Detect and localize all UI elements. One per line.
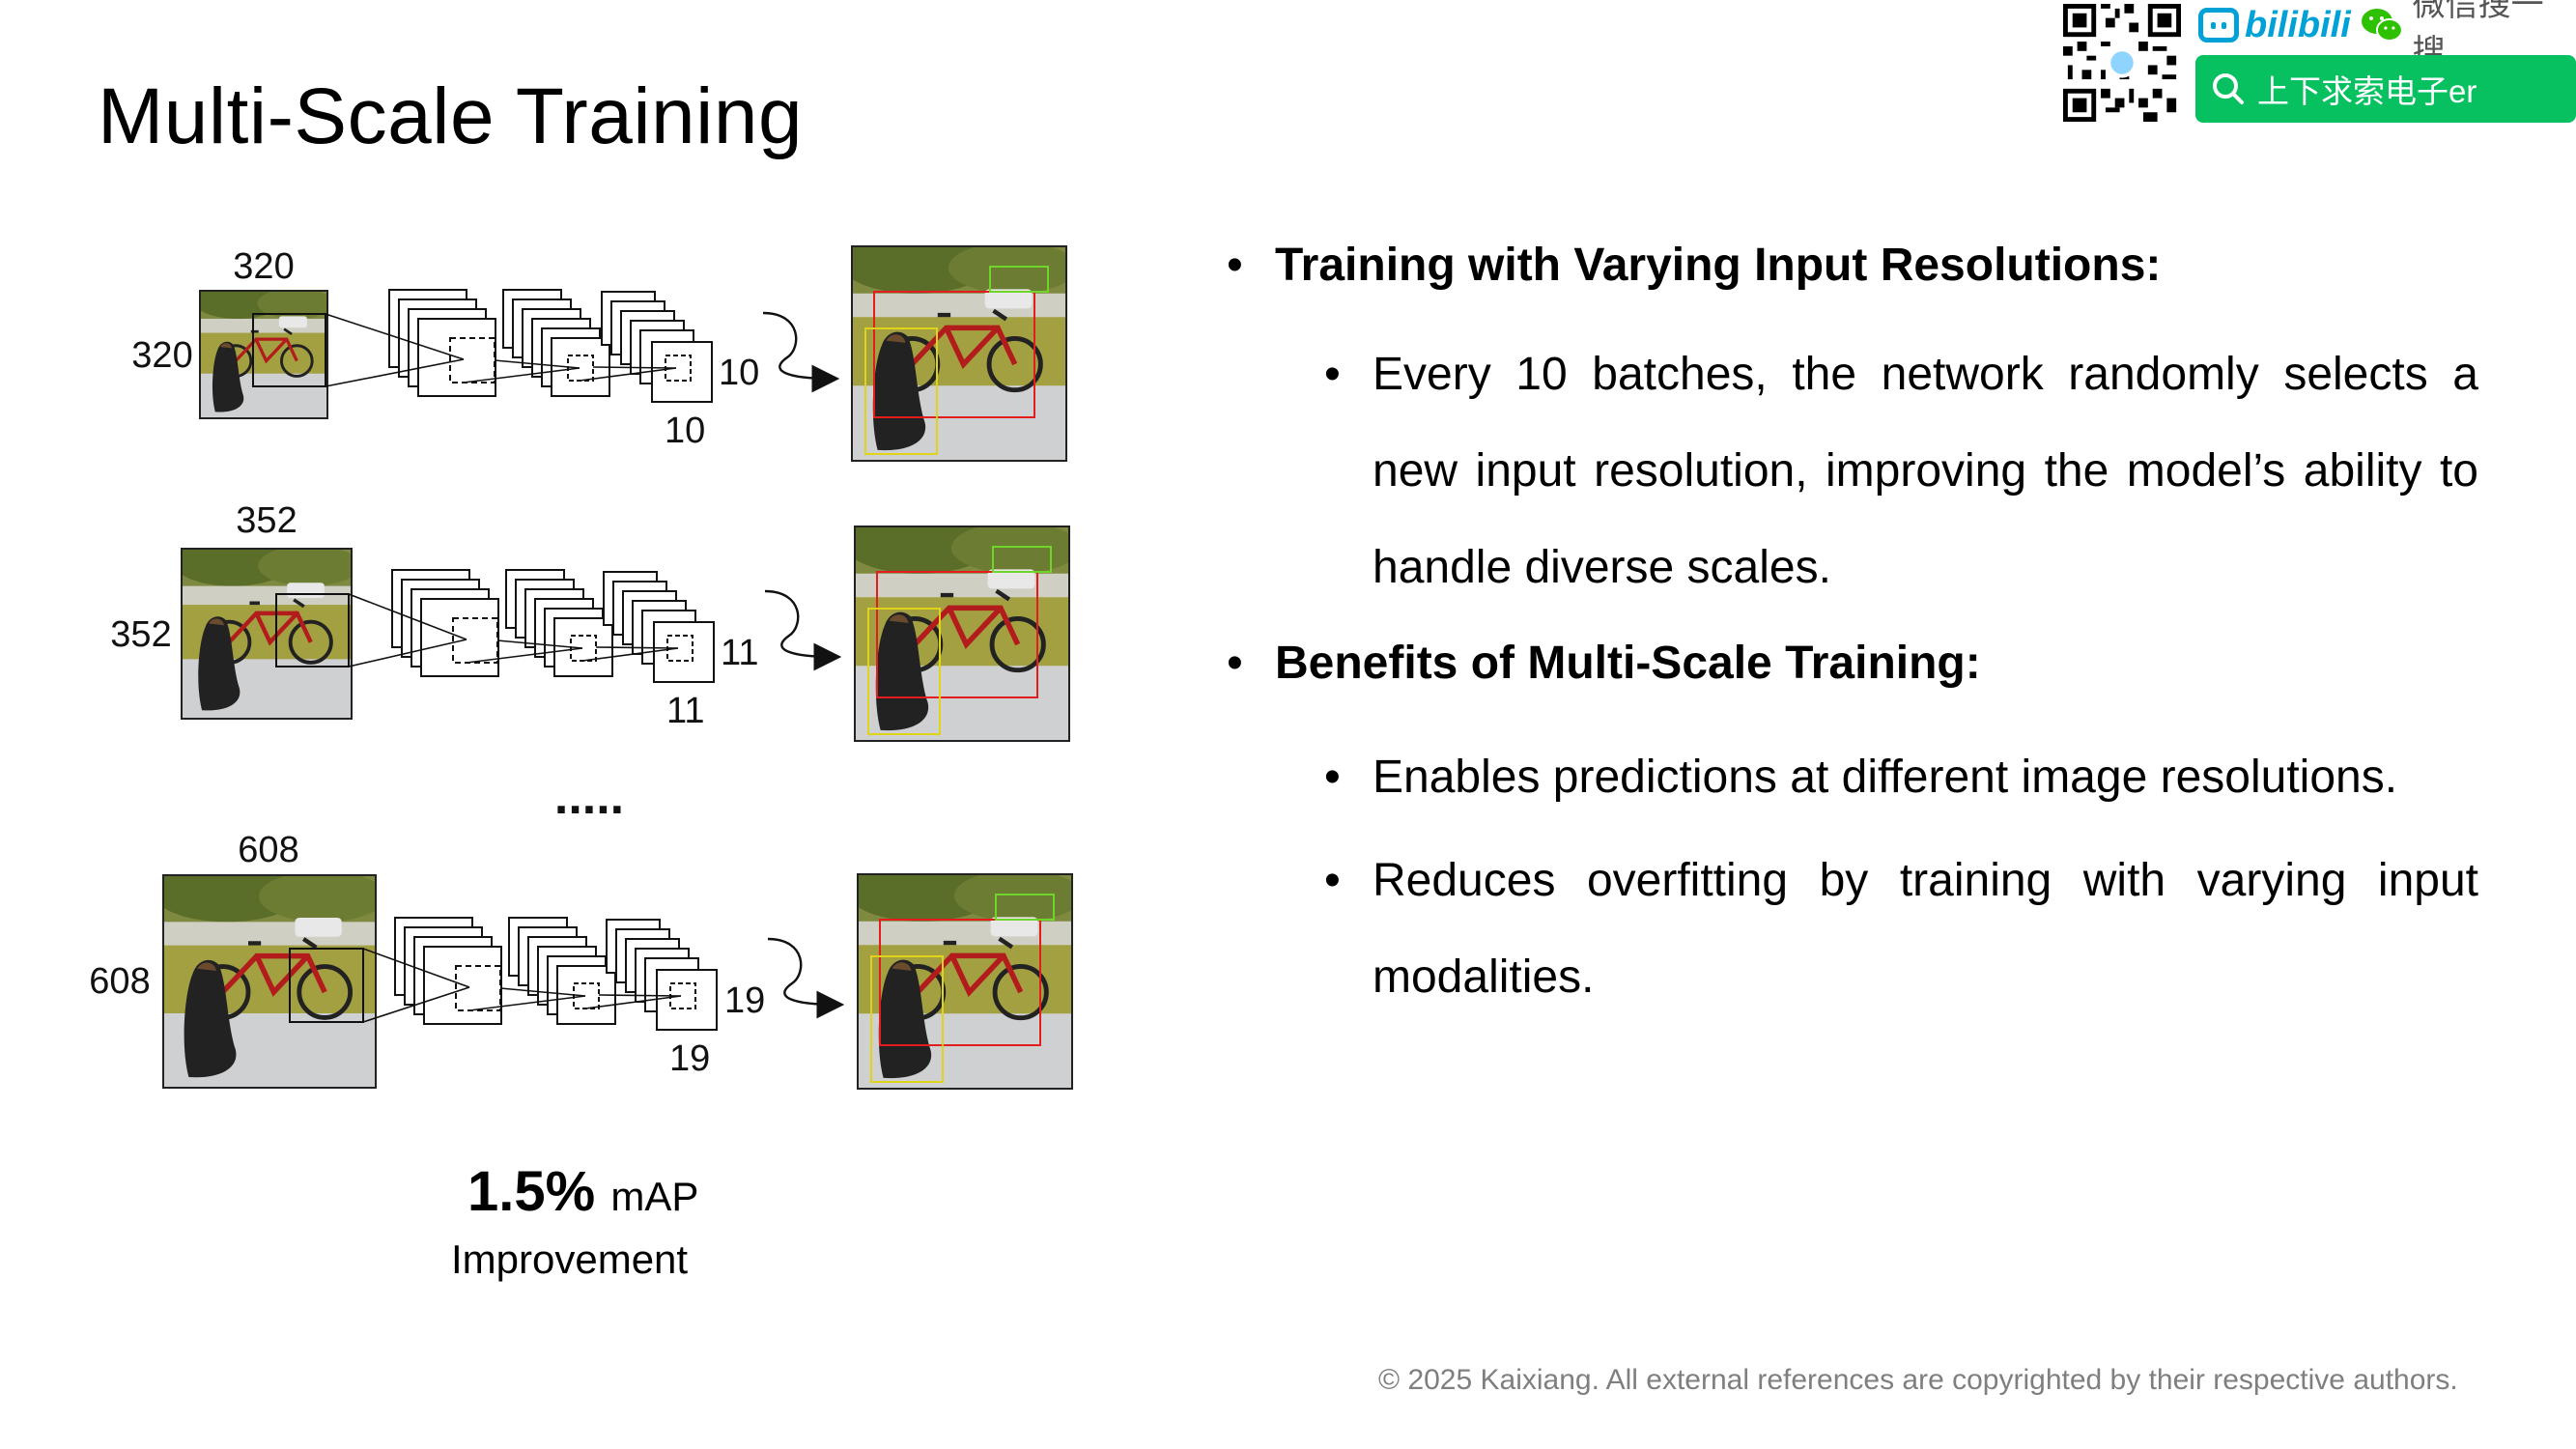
bilibili-tv-icon (2198, 8, 2239, 43)
row-352-side-label: 352 (110, 614, 171, 655)
wechat-search-box: 上下求索电子er (2195, 55, 2576, 123)
result-percent: 1.5% (467, 1160, 596, 1223)
row-352-grid-bottom: 11 (666, 691, 704, 731)
bullet-item-random-resolution: Every 10 batches, the network randomly s… (1324, 327, 2478, 616)
row-320-top-label: 320 (233, 246, 294, 287)
search-icon (2213, 73, 2244, 104)
row-352-grid-side: 11 (721, 633, 758, 673)
row-608: 608 608 19 19 (89, 830, 1073, 1090)
row-320: 320 320 10 10 (131, 245, 1067, 462)
bullet-item-overfitting: Reduces overfitting by training with var… (1324, 833, 2478, 1026)
bullet-heading-benefits: Benefits of Multi-Scale Training: (1219, 630, 2475, 697)
row-608-arrow-icon (767, 937, 845, 1019)
wechat-search-query: 上下求索电子er (2257, 73, 2477, 109)
bilibili-logo: bilibili (2198, 5, 2351, 46)
result-unit: mAP (610, 1174, 699, 1219)
ellipsis: ..... (554, 769, 624, 825)
row-608-top-label: 608 (238, 830, 298, 870)
bullet-heading-resolutions: Training with Varying Input Resolutions: (1219, 232, 2475, 299)
row-608-grid-side: 19 (724, 980, 765, 1021)
row-320-side-label: 320 (131, 335, 192, 376)
copyright-footer: © 2025 Kaixiang. All external references… (1378, 1364, 2458, 1396)
bullet-item-predictions: Enables predictions at different image r… (1324, 724, 2478, 831)
multi-scale-figure: 320 320 10 10 352 352 (89, 245, 1073, 1090)
result-caption: Improvement (451, 1236, 689, 1282)
row-352-top-label: 352 (236, 500, 297, 541)
bilibili-text: bilibili (2245, 4, 2351, 45)
wechat-icon (2361, 9, 2403, 42)
row-352-arrow-icon (764, 589, 842, 671)
row-608-grid-bottom: 19 (669, 1038, 710, 1079)
watermark-brand-row: bilibili 微信搜一搜 (2198, 0, 2576, 71)
slide-title: Multi-Scale Training (98, 72, 804, 160)
row-320-grid-bottom: 10 (665, 411, 705, 451)
bullet-list: Training with Varying Input Resolutions:… (1219, 232, 2478, 1039)
row-352: 352 352 11 11 (110, 500, 1070, 742)
row-320-arrow-icon (762, 311, 840, 393)
result-value: 1.5% mAP (467, 1159, 698, 1224)
row-320-input-image (200, 291, 327, 418)
qr-code-image (2063, 4, 2181, 122)
row-320-grid-side: 10 (719, 353, 759, 393)
row-352-input-image (173, 538, 360, 719)
row-608-input-image (153, 863, 386, 1088)
row-608-side-label: 608 (89, 961, 150, 1002)
